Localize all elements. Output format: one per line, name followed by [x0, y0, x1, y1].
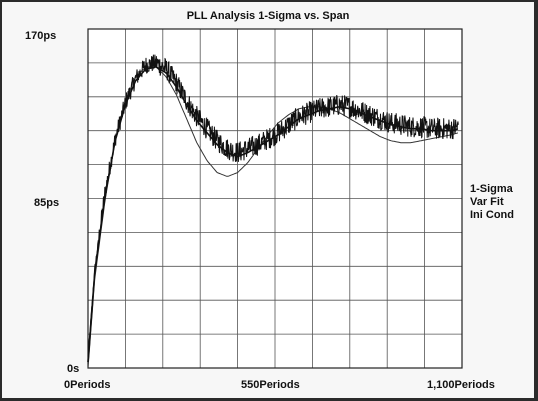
y-tick-label-bottom: 0s [67, 363, 80, 375]
chart-frame: PLL Analysis 1-Sigma vs. Span 170ps 85ps… [2, 2, 534, 398]
x-tick-label-start: 0Periods [64, 379, 111, 391]
x-tick-label-end: 1,100Periods [427, 379, 495, 391]
y-tick-label-top: 170ps [25, 30, 57, 42]
series-line-1-sigma [87, 54, 459, 358]
series-line-ini-cond [87, 66, 459, 369]
legend-entry-ini-cond: Ini Cond [470, 209, 514, 221]
legend-entry-var-fit: Var Fit [470, 196, 504, 208]
legend: 1-Sigma Var Fit Ini Cond [470, 183, 514, 222]
legend-entry-1-sigma: 1-Sigma [470, 183, 513, 195]
y-tick-label-mid: 85ps [34, 197, 60, 209]
chart-title: PLL Analysis 1-Sigma vs. Span [186, 10, 350, 22]
plot-area [87, 28, 463, 369]
x-tick-label-mid: 550Periods [241, 379, 300, 391]
plot-border [87, 28, 463, 369]
